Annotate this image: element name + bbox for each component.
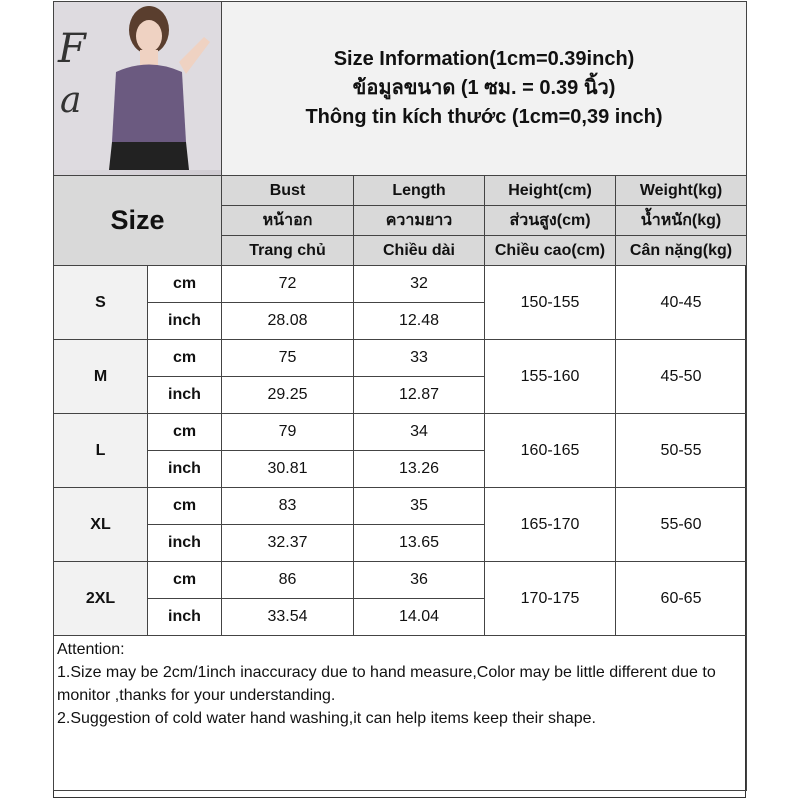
size-label: XL — [53, 487, 148, 562]
bust-inch: 29.25 — [221, 376, 354, 414]
length-inch: 13.65 — [353, 524, 485, 562]
weight-range: 50-55 — [614, 413, 748, 488]
size-header: Size — [53, 175, 222, 266]
size-label: M — [53, 339, 148, 414]
bust-inch: 30.81 — [221, 450, 354, 488]
unit-inch: inch — [147, 524, 222, 562]
col-weight-vi: Cân nặng(kg) — [614, 235, 748, 266]
col-length-en: Length — [353, 175, 485, 206]
col-height-vi: Chiều cao(cm) — [484, 235, 616, 266]
bust-inch: 32.37 — [221, 524, 354, 562]
svg-text:a: a — [60, 80, 81, 121]
length-inch: 12.48 — [353, 302, 485, 340]
svg-text:F: F — [57, 26, 87, 72]
size-row-inch: inch 28.08 12.48 — [54, 302, 747, 340]
product-photo: F a — [53, 1, 222, 176]
weight-range: 45-50 — [614, 339, 748, 414]
title-vietnamese: Thông tin kích thước (1cm=0,39 inch) — [305, 106, 663, 128]
attention-notes: Attention: 1.Size may be 2cm/1inch inacc… — [52, 635, 748, 791]
notes-heading: Attention: — [57, 641, 125, 658]
size-label: S — [53, 265, 148, 340]
length-cm: 36 — [353, 561, 485, 599]
unit-cm: cm — [147, 413, 222, 451]
height-range: 170-175 — [484, 561, 616, 636]
bust-cm: 83 — [221, 487, 354, 525]
bust-cm: 86 — [221, 561, 354, 599]
size-row-inch: inch 33.54 14.04 — [54, 598, 747, 636]
height-range: 155-160 — [484, 339, 616, 414]
unit-inch: inch — [147, 598, 222, 636]
length-cm: 35 — [353, 487, 485, 525]
height-range: 160-165 — [484, 413, 616, 488]
size-row: 2XL cm 86 36 170-175 60-65 — [53, 561, 748, 636]
length-cm: 33 — [353, 339, 485, 377]
length-cm: 34 — [353, 413, 485, 451]
bust-inch: 33.54 — [221, 598, 354, 636]
weight-range: 55-60 — [614, 487, 748, 562]
title-thai: ข้อมูลขนาด (1 ซม. = 0.39 นิ้ว) — [352, 77, 616, 99]
unit-inch: inch — [147, 376, 222, 414]
col-height-th: ส่วนสูง(cm) — [484, 205, 616, 236]
note-2: 2.Suggestion of cold water hand washing,… — [57, 710, 596, 727]
col-bust-vi: Trang chủ — [221, 235, 354, 266]
length-inch: 12.87 — [353, 376, 485, 414]
col-weight-en: Weight(kg) — [614, 175, 748, 206]
unit-cm: cm — [147, 265, 222, 303]
length-cm: 32 — [353, 265, 485, 303]
size-label: 2XL — [53, 561, 148, 636]
length-inch: 13.26 — [353, 450, 485, 488]
title-english: Size Information(1cm=0.39inch) — [333, 48, 635, 70]
unit-cm: cm — [147, 561, 222, 599]
size-chart: F a Size Information(1cm=0.39inch) ข้อมู… — [52, 1, 748, 798]
size-row: S cm 72 32 150-155 40-45 — [53, 265, 748, 340]
unit-cm: cm — [147, 487, 222, 525]
size-row: XL cm 83 35 165-170 55-60 — [53, 487, 748, 562]
length-inch: 14.04 — [353, 598, 485, 636]
bust-cm: 72 — [221, 265, 354, 303]
size-row-inch: inch 29.25 12.87 — [54, 376, 747, 414]
col-height-en: Height(cm) — [484, 175, 616, 206]
model-image: F a — [54, 2, 221, 170]
bust-cm: 79 — [221, 413, 354, 451]
size-row-inch: inch 32.37 13.65 — [54, 524, 747, 562]
size-row: M cm 75 33 155-160 45-50 — [53, 339, 748, 414]
weight-range: 40-45 — [614, 265, 748, 340]
unit-cm: cm — [147, 339, 222, 377]
note-1: 1.Size may be 2cm/1inch inaccuracy due t… — [57, 664, 716, 704]
weight-range: 60-65 — [614, 561, 748, 636]
col-weight-th: น้ำหนัก(kg) — [614, 205, 748, 236]
size-info-title: Size Information(1cm=0.39inch) ข้อมูลขนา… — [220, 1, 748, 176]
height-range: 165-170 — [484, 487, 616, 562]
height-range: 150-155 — [484, 265, 616, 340]
bust-cm: 75 — [221, 339, 354, 377]
bust-inch: 28.08 — [221, 302, 354, 340]
size-table: F a Size Information(1cm=0.39inch) ข้อมู… — [52, 1, 748, 791]
col-bust-th: หน้าอก — [221, 205, 354, 236]
col-bust-en: Bust — [221, 175, 354, 206]
col-length-th: ความยาว — [353, 205, 485, 236]
col-length-vi: Chiều dài — [353, 235, 485, 266]
size-row-inch: inch 30.81 13.26 — [54, 450, 747, 488]
unit-inch: inch — [147, 450, 222, 488]
unit-inch: inch — [147, 302, 222, 340]
size-row: L cm 79 34 160-165 50-55 — [53, 413, 748, 488]
size-label: L — [53, 413, 148, 488]
